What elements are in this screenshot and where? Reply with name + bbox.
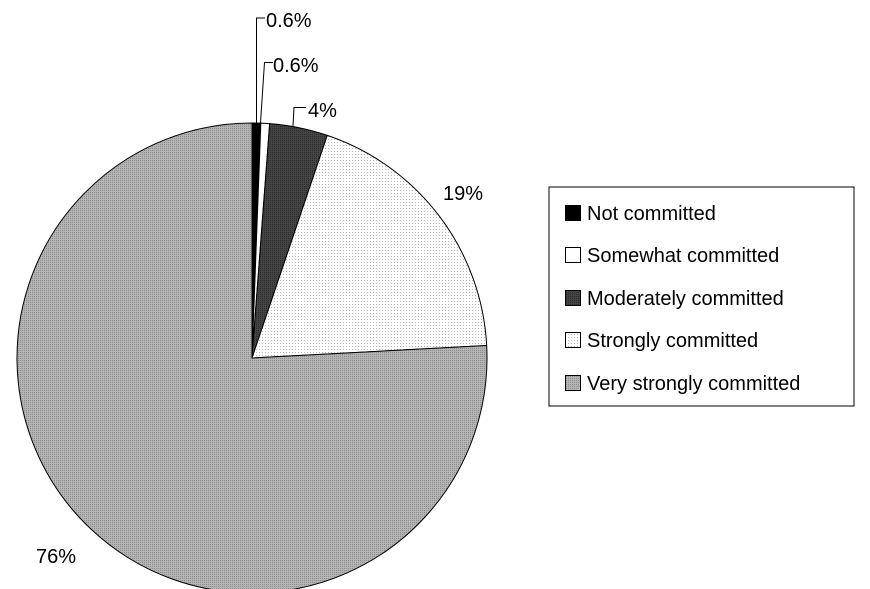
data-label-somewhat-committed: 0.6% bbox=[273, 55, 319, 77]
legend-label-moderately-committed: Moderately committed bbox=[587, 288, 784, 310]
legend-item-moderately-committed: Moderately committed bbox=[565, 288, 784, 310]
legend-item-very-strongly-committed: Very strongly committed bbox=[565, 373, 800, 395]
data-label-strongly-committed: 19% bbox=[443, 183, 483, 205]
pie-slice-very-strongly-committed bbox=[16, 122, 488, 589]
pie-slice-strongly-committed bbox=[251, 134, 488, 359]
legend-swatch-not-committed bbox=[565, 205, 581, 221]
legend-label-strongly-committed: Strongly committed bbox=[587, 330, 758, 352]
legend-label-very-strongly-committed: Very strongly committed bbox=[587, 373, 800, 395]
leader-line-somewhat-committed bbox=[260, 62, 273, 124]
legend-item-not-committed: Not committed bbox=[565, 203, 716, 225]
legend-item-strongly-committed: Strongly committed bbox=[565, 330, 758, 352]
data-label-not-committed: 0.6% bbox=[266, 10, 312, 32]
leader-line-not-committed bbox=[256, 17, 265, 123]
label-leader-lines bbox=[256, 17, 306, 127]
legend-swatch-strongly-committed bbox=[565, 332, 581, 348]
legend-label-somewhat-committed: Somewhat committed bbox=[587, 245, 779, 267]
legend-item-somewhat-committed: Somewhat committed bbox=[565, 245, 779, 267]
legend-box bbox=[548, 186, 855, 407]
leader-line-moderately-committed bbox=[292, 107, 306, 127]
legend-swatch-somewhat-committed bbox=[565, 247, 581, 263]
data-labels: 0.6% 0.6% 4% 19% 76% bbox=[36, 10, 483, 568]
data-label-very-strongly-committed: 76% bbox=[36, 546, 76, 568]
legend-label-not-committed: Not committed bbox=[587, 203, 716, 225]
legend: Not committed Somewhat committed Moderatel… bbox=[548, 186, 855, 407]
legend-swatch-moderately-committed bbox=[565, 290, 581, 306]
data-label-moderately-committed: 4% bbox=[308, 100, 337, 122]
legend-swatch-very-strongly-committed bbox=[565, 375, 581, 391]
pie-slices bbox=[16, 122, 488, 589]
